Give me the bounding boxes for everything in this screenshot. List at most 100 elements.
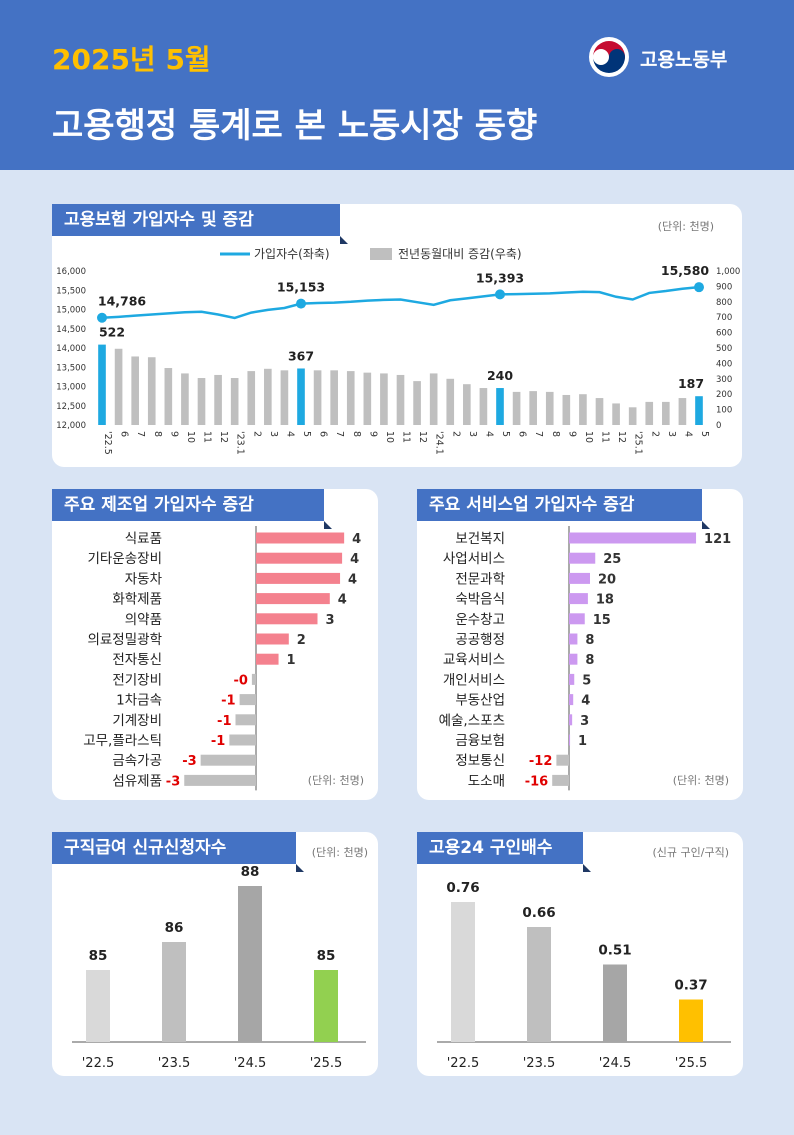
category-label: 고무,플라스틱 [83,733,162,749]
category-label: 전기장비 [112,672,162,688]
insurance-chart-title: 고용보험 가입자수 및 증감 [52,204,348,244]
subscribers-point [694,282,704,293]
bar [603,964,627,1042]
category-label: 금속가공 [112,753,162,769]
bar [229,734,256,746]
bar [86,970,110,1042]
legend-label-change: 전년동월대비 증감(우축) [398,247,522,261]
y-right-tick-label: 600 [716,329,732,339]
category-label: 금융보험 [455,733,505,749]
x-tick-label: 8 [152,431,163,437]
goyong24-chart: 0.76 '22.5 0.66 '23.5 0.51 '24.5 0.37 '25.5 [437,880,731,1071]
change-data-label: 187 [678,376,704,391]
x-tick-label: 7 [334,431,345,437]
change-bar [695,396,703,425]
x-tick-label: '22.5 [102,431,113,455]
bar [569,532,697,544]
report-date: 2025년 5월 [52,43,211,76]
header-banner: 2025년 5월 고용행정 통계로 본 노동시장 동향 고용노동부 [0,0,794,170]
x-tick-label: 4 [483,431,494,437]
change-data-label: 367 [288,348,314,363]
bar [235,714,256,726]
value-label: 18 [596,593,614,608]
y-left-tick-label: 14,000 [56,344,86,354]
x-tick-label: 9 [168,431,179,437]
value-label: 1 [578,734,587,749]
y-right-tick-label: 200 [716,390,732,400]
bar [552,774,569,786]
bar [569,593,588,605]
jobseeking-chart: 85 '22.5 86 '23.5 88 '24.5 85 '25.5 [72,864,366,1071]
value-label: 0.37 [674,978,707,994]
x-tick-label: 6 [318,431,329,437]
bar [200,754,256,766]
change-bar [131,356,139,425]
y-right-tick-label: 900 [716,282,732,292]
change-bar [496,388,504,425]
change-bar [446,378,455,425]
x-tick-label: 5 [699,431,710,437]
x-tick-label: 8 [550,431,561,437]
goyong24-chart-title: 고용24 구인배수 [417,832,591,872]
category-label: '24.5 [599,1056,632,1071]
value-label: -0 [233,673,247,688]
x-tick-label: 5 [500,431,511,437]
change-bar [545,391,554,425]
y-right-tick-label: 400 [716,359,732,369]
value-label: 4 [338,593,347,608]
value-label: 4 [581,694,590,709]
bar [251,673,256,685]
bar [239,694,256,706]
category-label: 정보통신 [455,753,505,769]
subscribers-data-label: 15,580 [661,263,710,278]
jobseeking-chart-unit: (단위: 천명) [311,846,368,859]
x-tick-label: 8 [351,431,362,437]
x-tick-label: 3 [268,431,279,437]
value-label: 8 [585,653,594,668]
category-label: 화학제품 [112,592,162,608]
change-bar [429,373,438,425]
value-label: -1 [217,714,231,729]
x-tick-label: 6 [517,431,528,437]
change-bar [579,394,587,425]
value-label: -1 [221,694,235,709]
category-label: '22.5 [447,1056,480,1071]
value-label: 0.76 [446,880,479,896]
y-left-tick-label: 15,500 [56,286,86,296]
subscribers-data-label: 15,393 [476,270,524,285]
y-left-tick-label: 12,500 [56,402,86,412]
value-label: 4 [352,532,361,547]
bar [238,886,262,1042]
value-label: 3 [326,613,335,628]
bar [679,999,703,1042]
change-bar [181,373,189,425]
x-tick-label: 7 [533,431,544,437]
category-label: 1차금속 [116,693,162,709]
x-tick-label: 5 [301,431,312,437]
value-label: 1 [287,653,296,668]
value-label: 85 [89,948,108,964]
goyong24-chart-card: 고용24 구인배수 (신규 구인/구직) 0.76'22.5 0.66'23.5 0… [417,832,743,1076]
x-tick-label: 11 [600,431,611,443]
category-label: 숙박음식 [455,592,505,608]
x-tick-label: '25.1 [633,431,644,455]
bar [256,593,330,605]
category-label: 부동산업 [455,693,505,709]
insurance-chart: 가입자수(좌축) 전년동월대비 증감(우축) 12,000 12,500 13,000 1… [56,247,740,455]
category-label: 기타운송장비 [87,551,162,567]
change-bar [346,371,355,425]
change-bar [562,394,571,425]
manufacturing-chart-card: 주요 제조업 가입자수 증감 (단위: 천명) 식료품 4 기타운송장비 4 자동차 4 화… [52,489,378,800]
subscribers-data-label: 14,786 [98,294,147,309]
value-label: 85 [317,948,336,964]
value-label: 2 [297,633,306,648]
change-bar [396,374,405,425]
value-label: 15 [593,613,611,628]
change-bar [330,370,338,425]
bar [569,694,574,706]
x-tick-label: 4 [682,431,693,437]
x-tick-label: 10 [384,431,395,443]
x-tick-label: 6 [119,431,130,437]
category-label: 식료품 [125,531,162,547]
jobseeking-chart-card: 구직급여 신규신청자수 (단위: 천명) 85 '22.5 86 '23.5 88 '24… [52,832,378,1076]
